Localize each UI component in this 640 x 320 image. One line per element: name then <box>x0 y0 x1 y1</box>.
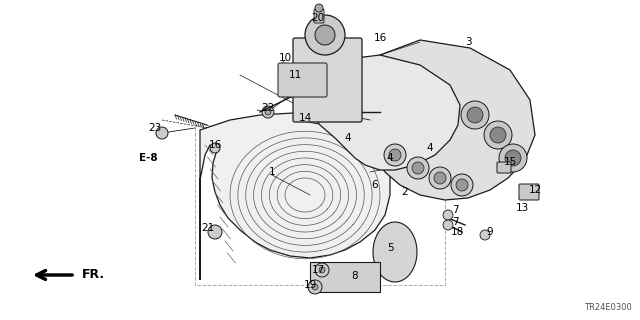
Circle shape <box>429 167 451 189</box>
Bar <box>310 262 380 292</box>
Text: 2: 2 <box>402 187 408 197</box>
Circle shape <box>208 225 222 239</box>
Text: 16: 16 <box>373 33 387 43</box>
Text: 10: 10 <box>278 53 292 63</box>
Text: 20: 20 <box>312 13 324 23</box>
Text: 9: 9 <box>486 227 493 237</box>
Text: 15: 15 <box>504 157 516 167</box>
Circle shape <box>389 149 401 161</box>
Circle shape <box>319 267 325 273</box>
FancyBboxPatch shape <box>293 38 362 122</box>
Text: 22: 22 <box>261 103 275 113</box>
Circle shape <box>210 143 220 153</box>
Circle shape <box>262 106 274 118</box>
Text: 12: 12 <box>529 185 541 195</box>
Text: 4: 4 <box>387 153 394 163</box>
Text: 23: 23 <box>148 123 162 133</box>
Circle shape <box>407 157 429 179</box>
Circle shape <box>315 4 323 12</box>
Text: 3: 3 <box>465 37 471 47</box>
Circle shape <box>305 15 345 55</box>
Circle shape <box>308 280 322 294</box>
Circle shape <box>315 25 335 45</box>
Text: 14: 14 <box>298 113 312 123</box>
Polygon shape <box>373 222 417 282</box>
Text: 18: 18 <box>451 227 463 237</box>
Circle shape <box>434 172 446 184</box>
Circle shape <box>443 210 453 220</box>
Circle shape <box>384 144 406 166</box>
Text: 13: 13 <box>515 203 529 213</box>
Circle shape <box>443 220 453 230</box>
Text: 4: 4 <box>427 143 433 153</box>
Text: 11: 11 <box>289 70 301 80</box>
Text: 16: 16 <box>209 140 221 150</box>
FancyBboxPatch shape <box>497 162 511 173</box>
Text: 7: 7 <box>452 217 458 227</box>
Circle shape <box>315 263 329 277</box>
Text: 1: 1 <box>269 167 275 177</box>
Text: 5: 5 <box>387 243 394 253</box>
Polygon shape <box>200 112 390 280</box>
FancyBboxPatch shape <box>519 184 539 200</box>
Text: 17: 17 <box>312 265 324 275</box>
Circle shape <box>461 101 489 129</box>
Circle shape <box>484 121 512 149</box>
Polygon shape <box>368 40 535 200</box>
Circle shape <box>156 127 168 139</box>
Text: 21: 21 <box>202 223 214 233</box>
Circle shape <box>480 230 490 240</box>
Text: FR.: FR. <box>82 268 105 282</box>
Circle shape <box>499 144 527 172</box>
FancyBboxPatch shape <box>314 9 324 23</box>
Circle shape <box>456 179 468 191</box>
Polygon shape <box>310 55 460 170</box>
Text: 19: 19 <box>303 280 317 290</box>
Circle shape <box>265 109 271 115</box>
Text: 4: 4 <box>345 133 351 143</box>
Circle shape <box>412 162 424 174</box>
Text: 7: 7 <box>452 205 458 215</box>
Text: E-8: E-8 <box>139 153 157 163</box>
Circle shape <box>451 174 473 196</box>
Text: 6: 6 <box>372 180 378 190</box>
Circle shape <box>312 284 318 290</box>
Circle shape <box>490 127 506 143</box>
Circle shape <box>467 107 483 123</box>
FancyBboxPatch shape <box>278 63 327 97</box>
Circle shape <box>505 150 521 166</box>
Text: TR24E0300: TR24E0300 <box>584 303 632 312</box>
Bar <box>195 125 445 285</box>
Text: 8: 8 <box>352 271 358 281</box>
